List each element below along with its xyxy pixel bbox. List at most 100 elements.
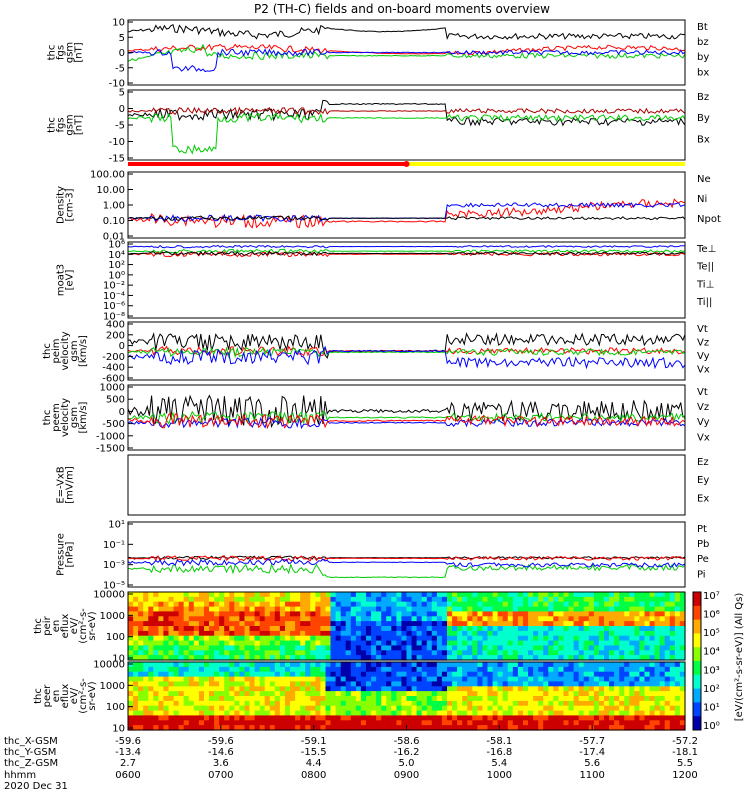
spectrogram-cell	[598, 635, 605, 642]
spectrogram-cell	[502, 686, 509, 692]
spectrogram-cell	[315, 601, 322, 608]
spectrogram-cell	[563, 705, 570, 712]
spectrogram-cell	[487, 621, 494, 627]
colorbar-swatch	[693, 647, 701, 662]
spectrogram-cell	[214, 616, 220, 622]
spectrogram-cell	[447, 621, 453, 627]
spectrogram-cell	[533, 592, 539, 598]
spectrogram-cell	[477, 655, 484, 661]
spectrogram-cell	[517, 715, 524, 721]
spectrogram-cell	[340, 700, 347, 707]
spectrogram-cell	[659, 686, 666, 692]
spectrogram-cell	[487, 630, 494, 637]
spectrogram-cell	[290, 696, 296, 702]
spectrogram-cell	[254, 666, 261, 673]
spectrogram-cell	[604, 710, 610, 717]
spectrogram-cell	[264, 662, 271, 668]
spectrogram-cell	[447, 645, 453, 651]
spectrogram-cell	[548, 601, 554, 608]
spectrogram-cell	[401, 671, 408, 678]
spectrogram-cell	[659, 671, 666, 678]
spectrogram-cell	[355, 596, 362, 603]
spectrogram-cell	[629, 606, 635, 613]
spectrogram-cell	[659, 621, 666, 627]
spectrogram-cell	[269, 720, 276, 726]
spectrogram-cell	[664, 705, 671, 712]
spectrogram-cell	[472, 616, 478, 622]
spectrogram-cell	[654, 681, 661, 687]
spectrogram-cell	[624, 710, 630, 717]
spectrogram-cell	[598, 630, 605, 637]
spectrogram-cell	[366, 662, 372, 668]
spectrogram-cell	[391, 666, 397, 673]
spectrogram-cell	[193, 601, 200, 608]
y-axis-label: gsm	[69, 340, 80, 361]
spectrogram-cell	[335, 640, 342, 647]
spectrogram-cell	[447, 662, 453, 668]
spectrogram-cell	[254, 705, 261, 712]
spectrogram-cell	[598, 655, 605, 661]
spectrogram-cell	[472, 606, 478, 613]
spectrogram-cell	[421, 686, 428, 692]
spectrogram-cell	[523, 630, 529, 637]
spectrogram-cell	[219, 666, 225, 673]
spectrogram-cell	[512, 626, 519, 632]
spectrogram-cell	[558, 696, 565, 702]
spectrogram-cell	[543, 645, 549, 651]
spectrogram-cell	[376, 671, 382, 678]
spectrogram-cell	[563, 655, 570, 661]
spectrogram-cell	[568, 611, 575, 617]
spectrogram-cell	[285, 715, 291, 721]
spectrogram-cell	[183, 710, 190, 717]
spectrogram-cell	[674, 645, 681, 651]
spectrogram-cell	[188, 696, 195, 702]
spectrogram-cell	[254, 621, 261, 627]
spectrogram-cell	[497, 655, 504, 661]
spectrogram-cell	[183, 592, 190, 598]
spectrogram-cell	[173, 640, 180, 647]
spectrogram-cell	[467, 681, 473, 687]
spectrogram-cell	[178, 645, 185, 651]
spectrogram-cell	[376, 691, 382, 697]
colorbar-tick: 10³	[703, 665, 720, 676]
spectrogram-cell	[193, 691, 200, 697]
spectrogram-cell	[259, 596, 266, 603]
spectrogram-cell	[249, 592, 256, 598]
spectrogram-cell	[350, 691, 357, 697]
spectrogram-cell	[543, 592, 549, 598]
spectrogram-cell	[523, 700, 529, 707]
spectrogram-cell	[234, 681, 240, 687]
spectrogram-cell	[639, 676, 646, 683]
spectrogram-cell	[274, 645, 281, 651]
spectrogram-cell	[128, 686, 134, 692]
spectrogram-cell	[548, 592, 554, 598]
spectrogram-cell	[401, 686, 408, 692]
spectrogram-cell	[411, 696, 418, 702]
spectrogram-cell	[426, 686, 433, 692]
spectrogram-cell	[674, 655, 681, 661]
spectrogram-cell	[598, 710, 605, 717]
spectrogram-cell	[447, 681, 453, 687]
spectrogram-cell	[219, 645, 225, 651]
spectrogram-cell	[548, 655, 554, 661]
spectrogram-cell	[193, 725, 200, 731]
spectrogram-cell	[153, 616, 159, 622]
spectrogram-cell	[396, 700, 403, 707]
spectrogram-cell	[452, 601, 458, 608]
spectrogram-cell	[173, 626, 180, 632]
spectrogram-cell	[244, 640, 251, 647]
spectrogram-cell	[204, 621, 210, 627]
spectrogram-cell	[219, 611, 225, 617]
spectrogram-cell	[644, 696, 651, 702]
spectrogram-cell	[517, 662, 524, 668]
spectrogram-cell	[193, 686, 200, 692]
spectrogram-cell	[411, 715, 418, 721]
spectrogram-cell	[558, 655, 565, 661]
spectrogram-cell	[639, 596, 646, 603]
spectrogram-cell	[436, 705, 443, 712]
spectrogram-cell	[679, 681, 686, 687]
spectrogram-cell	[138, 592, 144, 598]
spectrogram-cell	[452, 611, 458, 617]
spectrogram-cell	[452, 645, 458, 651]
spectrogram-cell	[507, 611, 514, 617]
